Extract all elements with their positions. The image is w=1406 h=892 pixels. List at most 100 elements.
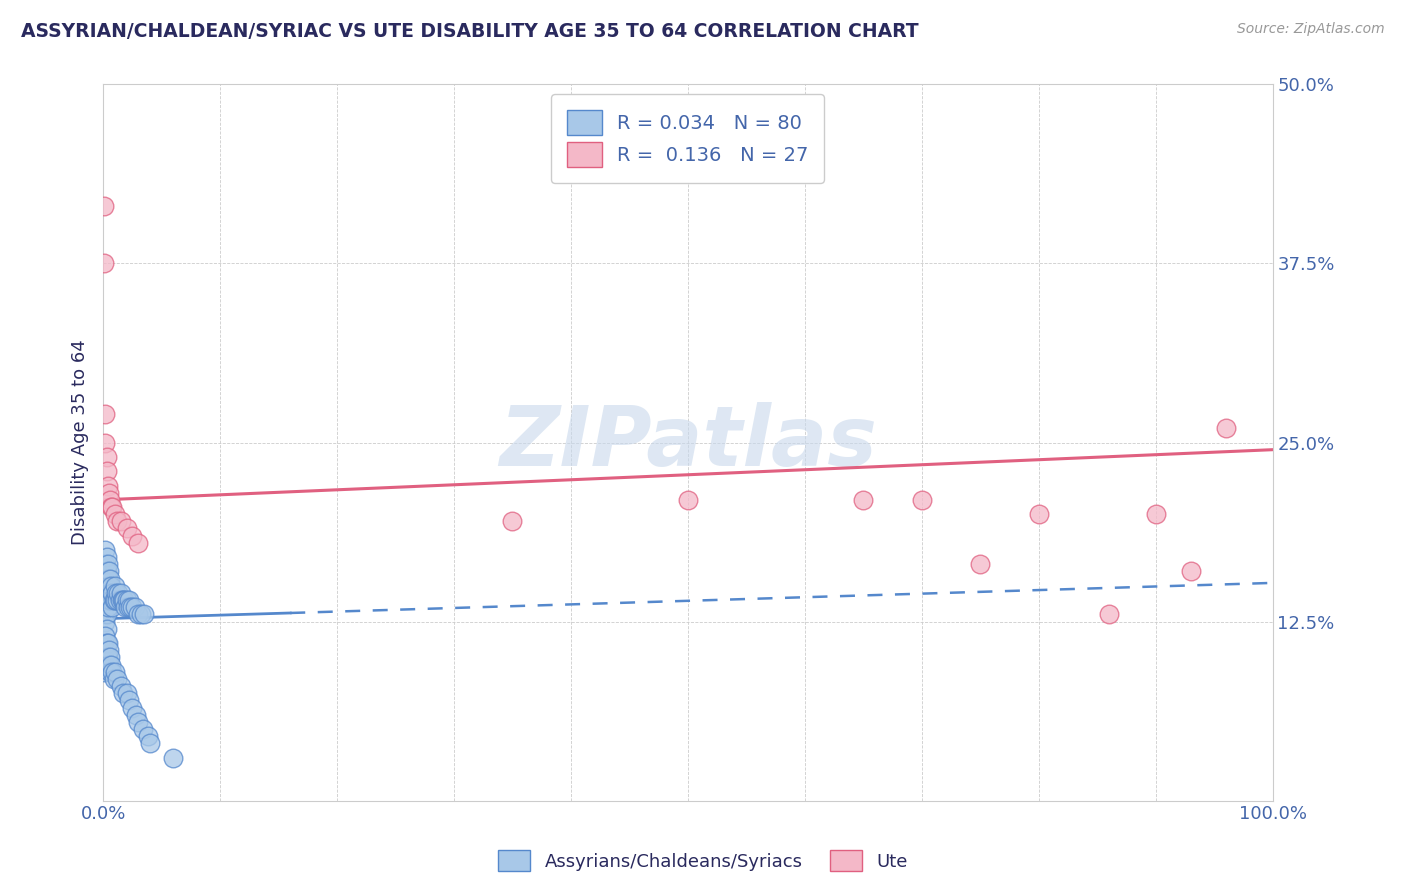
Point bbox=[104, 507, 127, 521]
Point bbox=[93, 572, 115, 586]
Point bbox=[114, 600, 136, 615]
Point bbox=[107, 586, 129, 600]
Point bbox=[93, 256, 115, 270]
Point bbox=[93, 665, 115, 679]
Point bbox=[98, 593, 121, 607]
Point bbox=[111, 686, 134, 700]
Point bbox=[94, 615, 117, 629]
Y-axis label: Disability Age 35 to 64: Disability Age 35 to 64 bbox=[72, 340, 89, 545]
Point bbox=[121, 600, 143, 615]
Point bbox=[93, 199, 115, 213]
Point bbox=[112, 593, 135, 607]
Point bbox=[94, 629, 117, 643]
Point bbox=[97, 600, 120, 615]
Point bbox=[97, 650, 120, 665]
Point bbox=[96, 450, 118, 464]
Point bbox=[96, 650, 118, 665]
Point bbox=[676, 492, 699, 507]
Point bbox=[98, 565, 121, 579]
Point bbox=[96, 550, 118, 565]
Point bbox=[97, 586, 120, 600]
Point bbox=[101, 665, 124, 679]
Point bbox=[136, 729, 159, 743]
Point bbox=[117, 600, 139, 615]
Point bbox=[132, 607, 155, 622]
Point bbox=[96, 607, 118, 622]
Point bbox=[98, 643, 121, 657]
Point bbox=[852, 492, 875, 507]
Point bbox=[97, 572, 120, 586]
Point bbox=[501, 514, 523, 528]
Point bbox=[105, 593, 128, 607]
Point bbox=[101, 500, 124, 514]
Point bbox=[1028, 507, 1050, 521]
Point bbox=[98, 492, 121, 507]
Point bbox=[100, 657, 122, 672]
Point bbox=[94, 572, 117, 586]
Point bbox=[139, 736, 162, 750]
Point bbox=[104, 665, 127, 679]
Point bbox=[98, 579, 121, 593]
Point bbox=[1144, 507, 1167, 521]
Text: ASSYRIAN/CHALDEAN/SYRIAC VS UTE DISABILITY AGE 35 TO 64 CORRELATION CHART: ASSYRIAN/CHALDEAN/SYRIAC VS UTE DISABILI… bbox=[21, 22, 918, 41]
Point bbox=[98, 650, 121, 665]
Point bbox=[111, 593, 134, 607]
Point bbox=[121, 528, 143, 542]
Point bbox=[110, 586, 132, 600]
Text: ZIPatlas: ZIPatlas bbox=[499, 402, 877, 483]
Point bbox=[115, 593, 138, 607]
Point bbox=[111, 593, 134, 607]
Point bbox=[97, 558, 120, 572]
Point bbox=[98, 572, 121, 586]
Point bbox=[100, 579, 122, 593]
Point bbox=[93, 586, 115, 600]
Point bbox=[94, 435, 117, 450]
Point bbox=[127, 607, 149, 622]
Point bbox=[94, 543, 117, 558]
Point bbox=[93, 636, 115, 650]
Point bbox=[105, 672, 128, 686]
Point bbox=[94, 407, 117, 421]
Point bbox=[129, 607, 152, 622]
Point bbox=[103, 672, 125, 686]
Point bbox=[100, 593, 122, 607]
Point bbox=[132, 722, 155, 736]
Point bbox=[1215, 421, 1237, 435]
Point bbox=[115, 521, 138, 535]
Point bbox=[911, 492, 934, 507]
Point bbox=[94, 643, 117, 657]
Point bbox=[115, 686, 138, 700]
Point bbox=[110, 679, 132, 693]
Point bbox=[125, 707, 148, 722]
Point bbox=[127, 714, 149, 729]
Point bbox=[100, 500, 122, 514]
Point bbox=[98, 485, 121, 500]
Point bbox=[118, 693, 141, 707]
Point bbox=[96, 636, 118, 650]
Point bbox=[93, 650, 115, 665]
Point bbox=[118, 600, 141, 615]
Point bbox=[93, 607, 115, 622]
Point bbox=[104, 586, 127, 600]
Point bbox=[1180, 565, 1202, 579]
Point bbox=[94, 657, 117, 672]
Legend: Assyrians/Chaldeans/Syriacs, Ute: Assyrians/Chaldeans/Syriacs, Ute bbox=[491, 843, 915, 879]
Point bbox=[105, 514, 128, 528]
Point bbox=[94, 586, 117, 600]
Point bbox=[162, 750, 184, 764]
Point bbox=[98, 657, 121, 672]
Point bbox=[969, 558, 991, 572]
Point bbox=[104, 579, 127, 593]
Point bbox=[110, 514, 132, 528]
Point bbox=[96, 565, 118, 579]
Point bbox=[96, 464, 118, 478]
Point bbox=[124, 600, 146, 615]
Point bbox=[94, 558, 117, 572]
Point bbox=[1098, 607, 1121, 622]
Point bbox=[96, 579, 118, 593]
Point bbox=[108, 593, 131, 607]
Point bbox=[97, 636, 120, 650]
Point bbox=[121, 700, 143, 714]
Point bbox=[101, 586, 124, 600]
Point bbox=[104, 593, 127, 607]
